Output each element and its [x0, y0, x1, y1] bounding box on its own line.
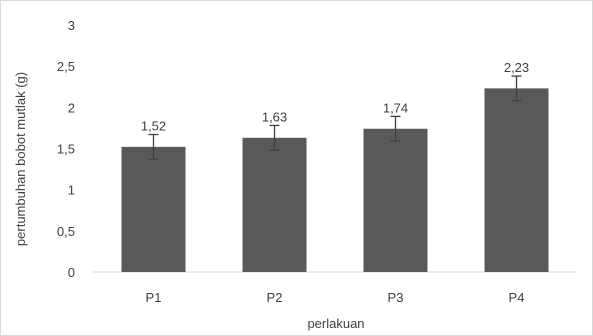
data-label: 1,74	[383, 100, 408, 115]
bar	[242, 137, 307, 272]
y-tick-label: 1,5	[57, 142, 75, 157]
x-tick-label: P2	[267, 290, 283, 305]
bars	[121, 88, 549, 272]
y-tick-label: 2,5	[57, 59, 75, 74]
y-axis-title: pertumbuhan bobot mutlak (g)	[13, 72, 28, 246]
y-tick-label: 0,5	[57, 224, 75, 239]
error-bar	[390, 115, 401, 142]
x-axis-title: perlakuan	[307, 316, 364, 331]
x-tick-label: P4	[509, 290, 525, 305]
bar	[484, 88, 549, 272]
data-label: 1,63	[262, 109, 287, 124]
error-bars	[148, 75, 522, 160]
error-bar	[148, 133, 159, 160]
y-tick-label: 1	[68, 183, 75, 198]
y-tick-label: 3	[68, 18, 75, 33]
bar	[121, 146, 186, 272]
data-label: 2,23	[504, 60, 529, 75]
x-tick-labels: P1 P2 P3 P4	[146, 290, 525, 305]
y-tick-labels: 0 0,5 1 1,5 2 2,5 3	[57, 18, 75, 280]
y-tick-label: 0	[68, 265, 75, 280]
error-bar	[269, 124, 280, 151]
y-tick-label: 2	[68, 100, 75, 115]
bar	[363, 128, 428, 272]
x-tick-label: P1	[146, 290, 162, 305]
data-label: 1,52	[141, 119, 166, 134]
data-labels: 1,52 1,63 1,74 2,23	[141, 60, 529, 133]
error-bar	[511, 75, 522, 102]
x-tick-label: P3	[388, 290, 404, 305]
